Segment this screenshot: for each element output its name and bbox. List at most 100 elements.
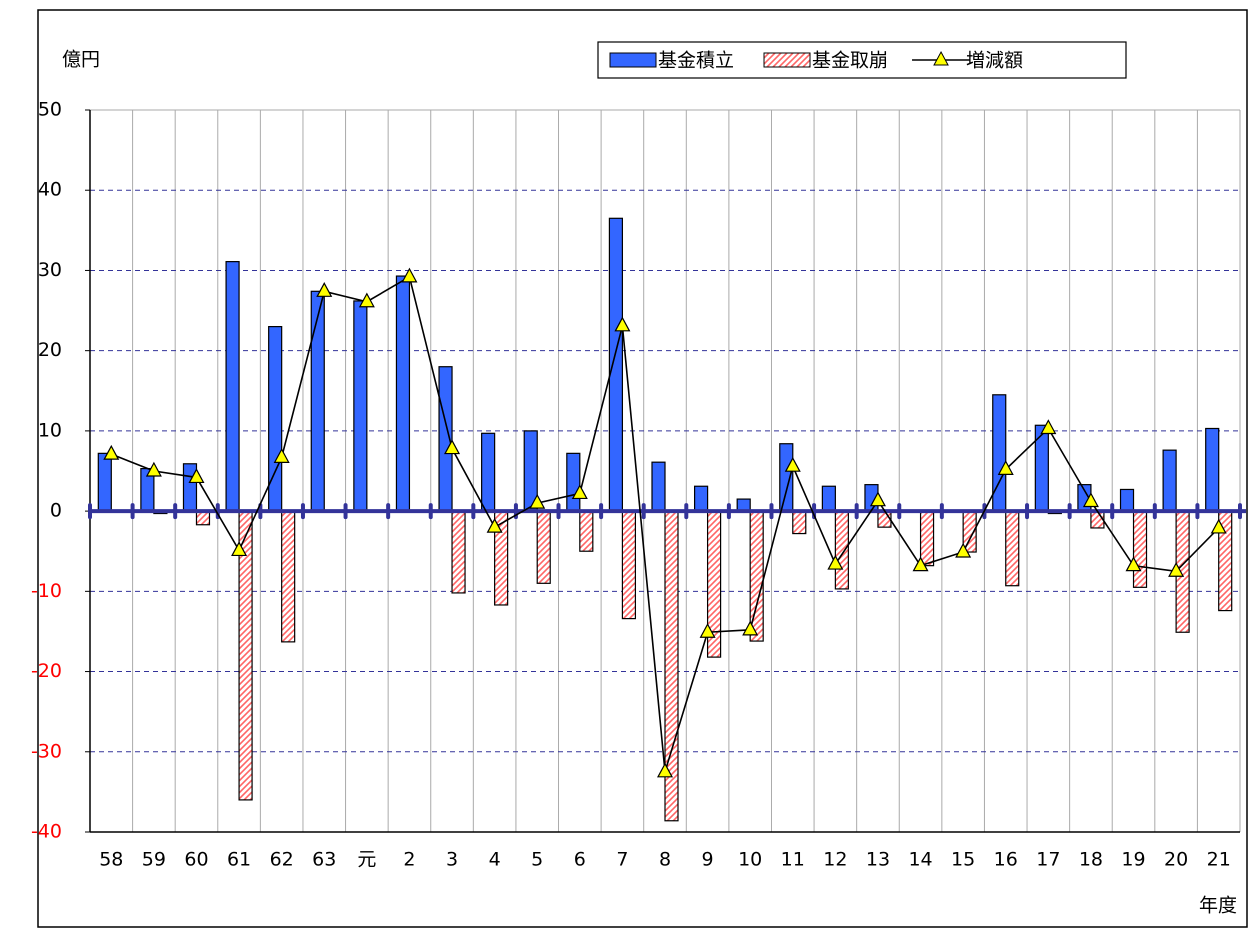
x-tick-label: 3 [446, 849, 458, 871]
line-marker [316, 282, 333, 297]
bar [919, 510, 935, 567]
bar [579, 510, 594, 552]
x-tick-label: 18 [1079, 849, 1103, 871]
line-marker [231, 541, 248, 557]
line-marker [1210, 518, 1227, 534]
bar [353, 300, 368, 512]
bar [792, 510, 807, 535]
x-tick-label: 5 [531, 849, 543, 871]
legend: 基金積立 基金取崩 増減額 [597, 41, 1127, 79]
line-marker [444, 439, 461, 455]
x-tick-label: 11 [781, 849, 805, 871]
bar [992, 394, 1007, 512]
line-marker [1125, 556, 1142, 572]
bar [1005, 510, 1020, 587]
bar [566, 452, 581, 512]
legend-label: 基金積立 [658, 50, 734, 72]
bar [281, 510, 296, 643]
y-tick-label: -30 [31, 740, 62, 762]
bar [1119, 488, 1135, 512]
line-marker [1040, 419, 1057, 435]
bar [693, 485, 709, 512]
legend-swatch [609, 52, 657, 68]
x-tick-label: 元 [357, 849, 376, 871]
bar [481, 432, 496, 512]
x-tick-label: 13 [866, 849, 890, 871]
x-tick-label: 6 [574, 849, 586, 871]
y-tick-label: 30 [38, 259, 62, 281]
x-tick-label: 21 [1207, 849, 1231, 871]
bar [821, 485, 836, 512]
line-marker [742, 620, 759, 636]
x-tick-label: 60 [184, 849, 208, 871]
line-marker [486, 517, 503, 533]
x-axis-label: 年度 [1199, 895, 1237, 917]
y-tick-label: 50 [38, 99, 62, 121]
legend-box [597, 41, 1127, 79]
bar [834, 510, 849, 590]
line-marker [656, 762, 674, 778]
line-marker [273, 448, 290, 463]
y-tick-label: -10 [31, 580, 62, 602]
bar [1162, 449, 1177, 512]
line-marker [997, 460, 1014, 475]
line-marker [401, 267, 418, 283]
line-marker [103, 444, 120, 460]
bar [451, 510, 466, 594]
x-tick-label: 15 [951, 849, 975, 871]
x-tick-label: 10 [738, 849, 762, 871]
line-marker [358, 292, 375, 308]
line-marker [145, 461, 162, 477]
x-tick-label: 63 [312, 849, 336, 871]
line-marker [869, 491, 886, 507]
y-tick-label: 40 [38, 179, 62, 201]
x-tick-label: 20 [1164, 849, 1188, 871]
x-tick-label: 17 [1036, 849, 1060, 871]
bar [1205, 427, 1220, 512]
y-tick-label: -20 [31, 660, 62, 682]
y-tick-label: 20 [38, 339, 62, 361]
line-marker [571, 484, 588, 500]
x-tick-label: 12 [823, 849, 847, 871]
bar [225, 261, 240, 512]
x-tick-label: 8 [659, 849, 671, 871]
y-tick-label: -40 [31, 821, 62, 843]
bar [182, 463, 198, 512]
legend-label: 基金取崩 [812, 50, 888, 72]
x-tick-label: 19 [1121, 849, 1145, 871]
x-tick-label: 58 [99, 849, 123, 871]
bar [195, 510, 211, 526]
bar [536, 510, 551, 584]
line-marker [614, 316, 631, 332]
chart-frame [37, 9, 1248, 928]
bar [395, 275, 411, 512]
x-tick-label: 59 [142, 849, 166, 871]
bar [1132, 510, 1148, 588]
bar [310, 290, 325, 512]
legend-marker [933, 50, 949, 66]
bar [608, 217, 624, 512]
x-tick-label: 2 [403, 849, 415, 871]
bar [877, 510, 892, 528]
legend-swatch [763, 52, 811, 68]
x-tick-label: 62 [270, 849, 294, 871]
bar [268, 326, 283, 512]
y-tick-label: 0 [50, 500, 62, 522]
y-tick-label: 10 [38, 419, 62, 441]
x-tick-label: 61 [227, 849, 251, 871]
x-tick-label: 16 [994, 849, 1018, 871]
x-tick-label: 7 [616, 849, 628, 871]
bar [651, 461, 666, 512]
y-unit-label: 億円 [62, 49, 100, 71]
line-marker [1082, 492, 1099, 508]
x-tick-label: 14 [908, 849, 932, 871]
bar [621, 510, 637, 620]
line-marker [699, 622, 716, 638]
line-marker [912, 556, 929, 572]
line-marker [188, 468, 205, 484]
line-marker [827, 554, 844, 570]
x-tick-label: 4 [489, 849, 501, 871]
line-marker [529, 493, 546, 509]
bar [779, 443, 794, 512]
